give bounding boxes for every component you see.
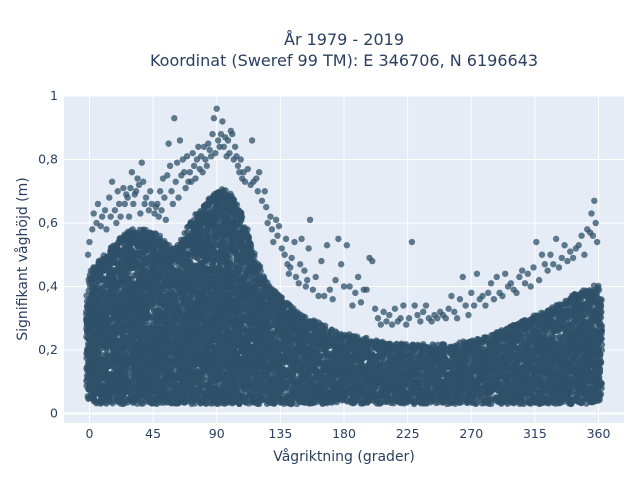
chart-subtitle: Koordinat (Sweref 99 TM): E 346706, N 61…	[150, 51, 538, 70]
data-point	[156, 232, 164, 240]
chart-title: År 1979 - 2019	[284, 30, 404, 49]
data-points	[83, 105, 606, 408]
data-point	[226, 255, 234, 262]
